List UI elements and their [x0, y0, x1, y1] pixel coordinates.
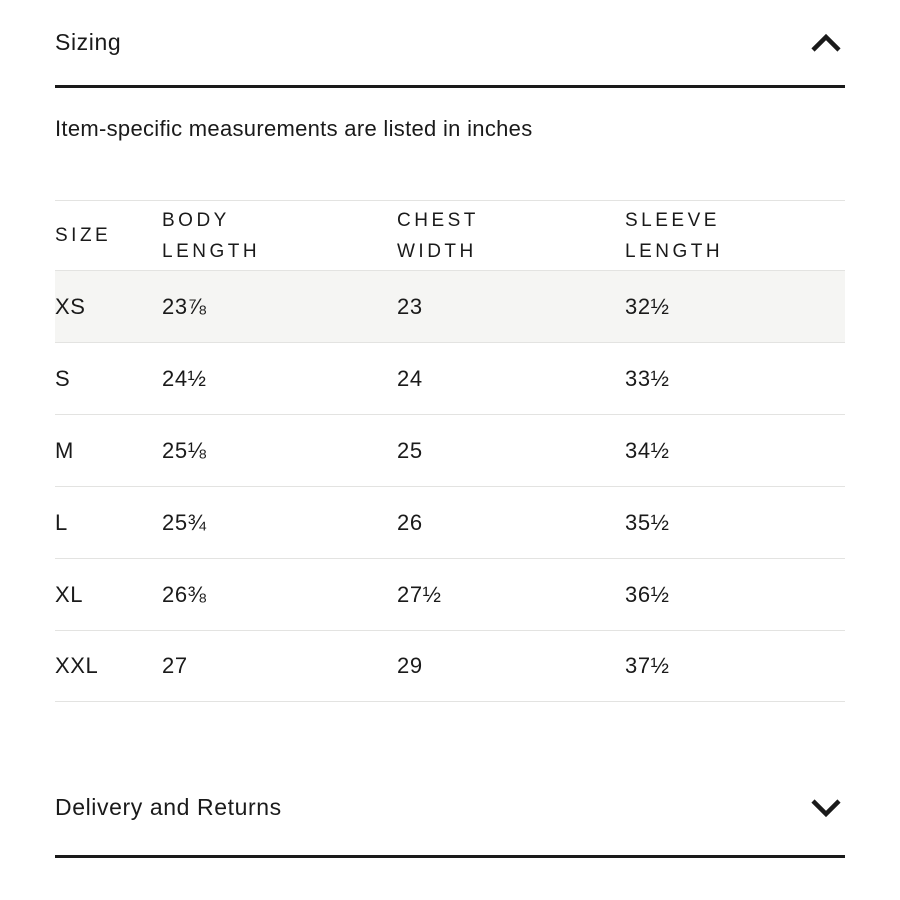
table-row-xxl: XXL 27 29 37½ — [55, 630, 845, 702]
body-length-cell: 24½ — [162, 365, 207, 391]
chest-width-cell: 24 — [397, 365, 423, 391]
column-header-body-length: Body Length — [162, 209, 261, 262]
body-length-cell: 27 — [162, 653, 188, 678]
table-row-xl: XL 26⅜ 27½ 36½ — [55, 558, 845, 630]
sleeve-length-cell: 35½ — [625, 509, 670, 535]
delivery-returns-accordion-header[interactable]: Delivery and Returns — [55, 760, 845, 858]
sizing-accordion-header[interactable]: Sizing — [55, 0, 845, 88]
body-length-cell: 25⅛ — [162, 437, 207, 463]
sleeve-length-cell: 37½ — [625, 653, 670, 678]
product-details-panel: Sizing Item-specific measurements are li… — [55, 0, 845, 858]
chest-width-cell: 26 — [397, 509, 423, 535]
size-cell: XXL — [55, 653, 99, 678]
size-cell: XL — [55, 581, 84, 607]
sizing-accordion-title: Sizing — [55, 29, 122, 55]
body-length-cell: 25¾ — [162, 509, 207, 535]
size-cell: M — [55, 437, 74, 463]
delivery-returns-title: Delivery and Returns — [55, 794, 282, 820]
column-header-chest-width: Chest Width — [397, 209, 479, 262]
body-length-cell: 23⅞ — [162, 293, 207, 319]
size-cell: XS — [55, 293, 86, 319]
table-row-m: M 25⅛ 25 34½ — [55, 414, 845, 486]
chest-width-cell: 25 — [397, 437, 423, 463]
table-row-l: L 25¾ 26 35½ — [55, 486, 845, 558]
size-table-header-row: Size Body Length Chest Width Sleeve Leng… — [55, 200, 845, 270]
table-row-s: S 24½ 24 33½ — [55, 342, 845, 414]
sleeve-length-cell: 32½ — [625, 293, 670, 319]
chest-width-cell: 29 — [397, 653, 423, 678]
chest-width-cell: 27½ — [397, 581, 442, 607]
sleeve-length-cell: 34½ — [625, 437, 670, 463]
chevron-up-icon[interactable] — [807, 30, 845, 56]
measurements-note: Item-specific measurements are listed in… — [55, 116, 533, 141]
table-row-xs: XS 23⅞ 23 32½ — [55, 270, 845, 342]
size-cell: S — [55, 365, 71, 391]
column-header-size: Size — [55, 225, 112, 246]
column-header-sleeve-length: Sleeve Length — [625, 209, 724, 262]
body-length-cell: 26⅜ — [162, 581, 207, 607]
size-cell: L — [55, 509, 68, 535]
size-table: Size Body Length Chest Width Sleeve Leng… — [55, 200, 845, 702]
chevron-down-icon[interactable] — [807, 795, 845, 821]
sleeve-length-cell: 36½ — [625, 581, 670, 607]
chest-width-cell: 23 — [397, 293, 423, 319]
sleeve-length-cell: 33½ — [625, 365, 670, 391]
